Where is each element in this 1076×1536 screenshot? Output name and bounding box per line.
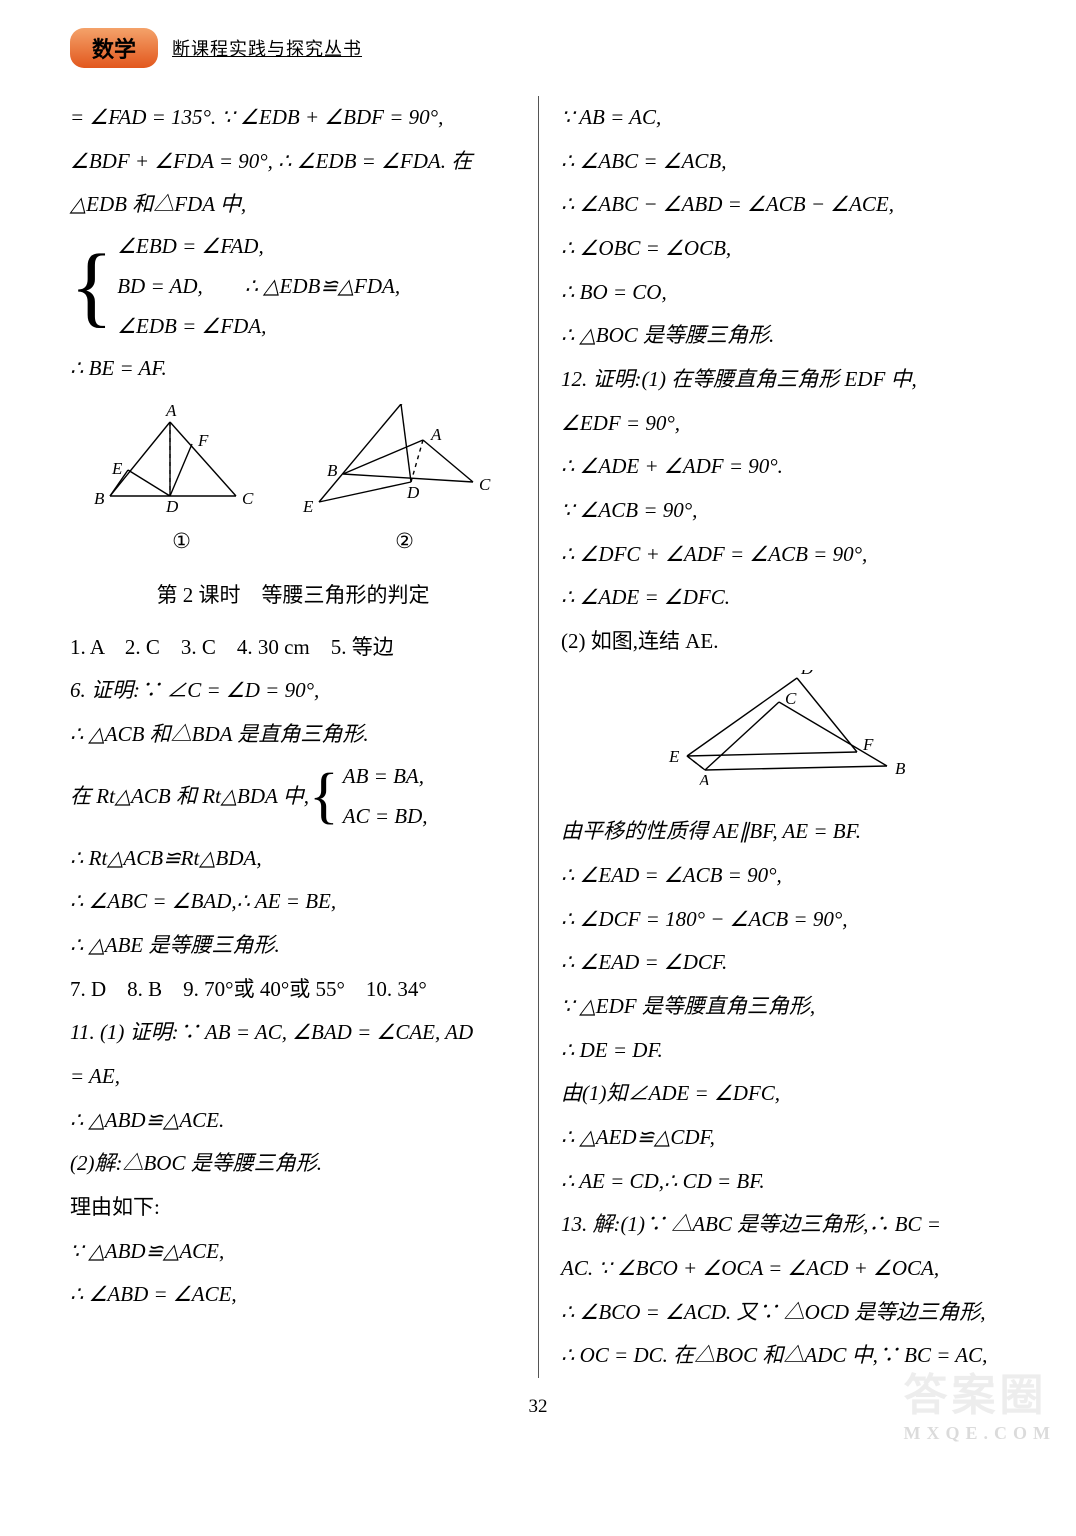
figure-2-label: ② [395,520,414,564]
svg-text:C: C [785,689,797,708]
watermark-line2: MXQE.COM [904,1423,1056,1444]
svg-text:A: A [165,404,177,420]
text-line: ∴ ∠DCF = 180° − ∠ACB = 90°, [561,898,1006,942]
text-line: ∴ ∠EAD = ∠DCF. [561,941,1006,985]
left-column: = ∠FAD = 135°. ∵ ∠EDB + ∠BDF = 90°, ∠BDF… [70,96,538,1378]
text-line: 7. D 8. B 9. 70°或 40°或 55° 10. 34° [70,968,516,1012]
figure-1: A F EB D C [90,404,260,514]
text-span: BD = AD, [117,274,203,298]
text-line: 由平移的性质得 AE∥BF, AE = BF. [561,810,1006,854]
text-line: ∠EDF = 90°, [561,402,1006,446]
svg-text:B: B [94,489,105,508]
text-line: ∴ ∠ABD = ∠ACE, [70,1273,516,1317]
svg-text:A: A [430,425,442,444]
text-line: = AE, [70,1055,516,1099]
text-line: 1. A 2. C 3. C 4. 30 cm 5. 等边 [70,626,516,670]
text-line: ∴ ∠ABC = ∠ACB, [561,140,1006,184]
text-span: ∴ △EDB≌△FDA, [245,274,400,298]
svg-text:C: C [479,475,491,494]
text-line: = ∠FAD = 135°. ∵ ∠EDB + ∠BDF = 90°, [70,96,516,140]
text-line: ∴ △ABD≌△ACE. [70,1099,516,1143]
text-line: ∴ OC = DC. 在△BOC 和△ADC 中,∵ BC = AC, [561,1334,1006,1378]
text-line: AC. ∵ ∠BCO + ∠OCA = ∠ACD + ∠OCA, [561,1247,1006,1291]
text-line: ∴ △BOC 是等腰三角形. [561,314,1006,358]
text-line: 11. (1) 证明:∵ AB = AC, ∠BAD = ∠CAE, AD [70,1011,516,1055]
text-line: ∴ BE = AF. [70,347,516,391]
section-title: 第 2 课时 等腰三角形的判定 [70,574,516,618]
text-line: ∠BDF + ∠FDA = 90°, ∴ ∠EDB = ∠FDA. 在 [70,140,516,184]
text-line: AC = BD, [343,797,428,837]
page-number: 32 [70,1396,1006,1418]
svg-text:A: A [698,771,710,785]
text-line: ∴ ∠DFC + ∠ADF = ∠ACB = 90°, [561,533,1006,577]
figure-1-label: ① [172,520,191,564]
text-line: ∠EBD = ∠FAD, [117,227,400,267]
subject-pill: 数学 [70,28,158,68]
brace-group: { ∠EBD = ∠FAD, BD = AD, ∴ △EDB≌△FDA, ∠ED… [70,227,516,347]
text-line: ∴ AE = CD,∴ CD = BF. [561,1160,1006,1204]
left-brace-icon: { [70,246,113,327]
text-line: ∴ DE = DF. [561,1029,1006,1073]
brace-group: 在 Rt△ACB 和 Rt△BDA 中, { AB = BA, AC = BD, [70,757,516,837]
figure-labels: ① ② [70,520,516,564]
svg-text:C: C [242,489,254,508]
text-line: ∴ ∠ABC = ∠BAD,∴ AE = BE, [70,880,516,924]
svg-text:F: F [862,735,874,754]
text-line: ∵ ∠ACB = 90°, [561,489,1006,533]
svg-text:F: F [197,431,209,450]
text-line: AB = BA, [343,757,428,797]
svg-text:D: D [406,483,420,502]
figure-2: FABDCE [301,404,496,514]
text-line: ∴ △AED≌△CDF, [561,1116,1006,1160]
text-line: ∴ Rt△ACB≌Rt△BDA, [70,837,516,881]
svg-text:D: D [165,497,179,514]
text-line: ∴ BO = CO, [561,271,1006,315]
svg-text:B: B [327,461,338,480]
svg-text:E: E [668,747,680,766]
figures-row: A F EB D C F A B D C E [70,404,516,514]
text-line: ∵ △EDF 是等腰直角三角形, [561,985,1006,1029]
text-line: (2) 如图,连结 AE. [561,620,1006,664]
text-line: 由(1)知∠ADE = ∠DFC, [561,1072,1006,1116]
text-line: ∴ ∠EAD = ∠ACB = 90°, [561,854,1006,898]
svg-text:E: E [111,459,123,478]
svg-text:E: E [302,497,314,514]
text-line: (2)解:△BOC 是等腰三角形. [70,1142,516,1186]
text-line: ∵ △ABD≌△ACE, [70,1230,516,1274]
svg-text:D: D [800,670,814,678]
text-line: ∴ ∠BCO = ∠ACD. 又∵ △OCD 是等边三角形, [561,1291,1006,1335]
text-line: 12. 证明:(1) 在等腰直角三角形 EDF 中, [561,358,1006,402]
text-line: 13. 解:(1)∵ △ABC 是等边三角形,∴ BC = [561,1203,1006,1247]
series-title: 断课程实践与探究丛书 [172,35,362,61]
text-line: 理由如下: [70,1186,516,1230]
text-span: 在 Rt△ACB 和 Rt△BDA 中, [70,775,309,819]
page-header: 数学 断课程实践与探究丛书 [70,28,1006,68]
content-columns: = ∠FAD = 135°. ∵ ∠EDB + ∠BDF = 90°, ∠BDF… [70,96,1006,1378]
text-line: BD = AD, ∴ △EDB≌△FDA, [117,267,400,307]
left-brace-icon: { [309,769,339,825]
text-line: ∴ ∠OBC = ∠OCB, [561,227,1006,271]
text-line: ∴ △ABE 是等腰三角形. [70,924,516,968]
right-column: ∵ AB = AC, ∴ ∠ABC = ∠ACB, ∴ ∠ABC − ∠ABD … [538,96,1006,1378]
text-line: ∠EDB = ∠FDA, [117,307,400,347]
text-line: 6. 证明:∵ ∠C = ∠D = 90°, [70,669,516,713]
text-line: ∴ △ACB 和△BDA 是直角三角形. [70,713,516,757]
figure-3: D C E A F B [659,670,909,785]
text-line: ∴ ∠ADE = ∠DFC. [561,576,1006,620]
svg-text:B: B [895,759,906,778]
text-line: ∵ AB = AC, [561,96,1006,140]
text-line: ∴ ∠ADE + ∠ADF = 90°. [561,445,1006,489]
text-line: △EDB 和△FDA 中, [70,183,516,227]
text-line: ∴ ∠ABC − ∠ABD = ∠ACB − ∠ACE, [561,183,1006,227]
figure-3-wrap: D C E A F B [561,670,1006,801]
